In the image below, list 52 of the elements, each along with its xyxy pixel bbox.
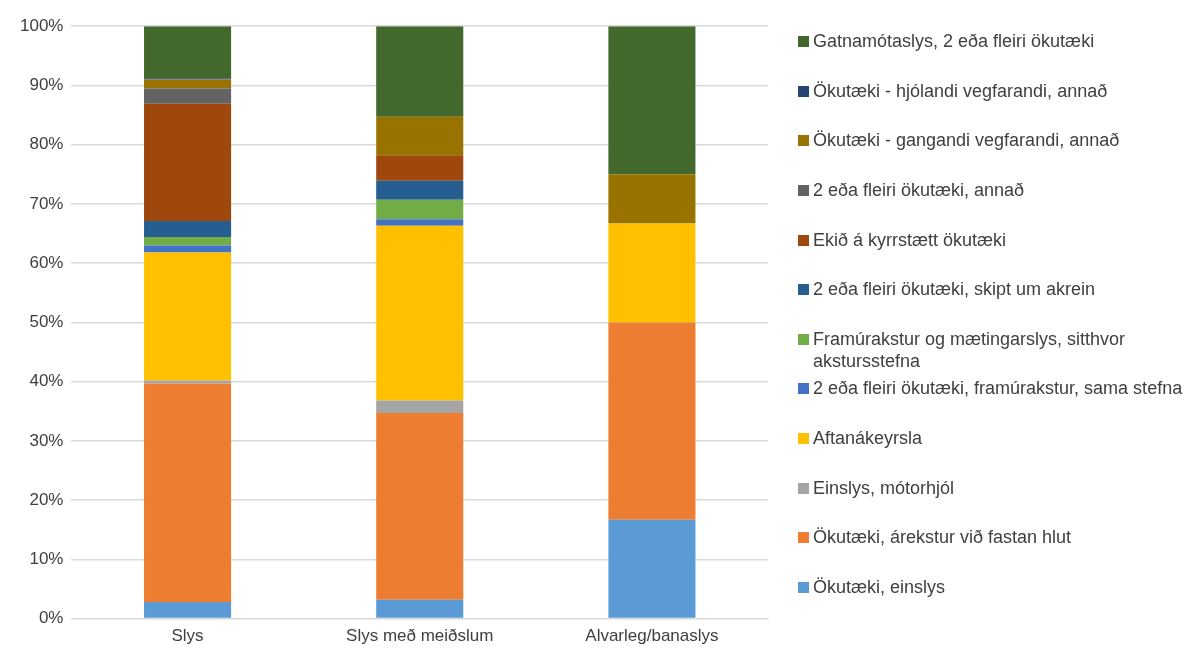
- legend-label: Framúrakstur og mætingarslys, sitthvor akstursstefna: [813, 327, 1127, 372]
- y-tick-label: 100%: [20, 15, 64, 35]
- y-tick-label: 60%: [29, 252, 64, 272]
- legend-label: 2 eða fleiri ökutæki, framúrakstur, sama stefna: [813, 377, 1183, 400]
- bar: [376, 225, 464, 401]
- bar: [144, 88, 232, 104]
- y-tick-label: 70%: [29, 193, 64, 213]
- y-tick-label: 90%: [29, 75, 64, 95]
- bar: [144, 383, 232, 603]
- bar: [608, 519, 696, 618]
- y-tick-label: 40%: [29, 371, 64, 391]
- legend-label: Aftanákeyrsla: [813, 427, 923, 449]
- x-tick-label: Slys: [171, 626, 204, 646]
- y-tick-label: 0%: [38, 608, 64, 628]
- bar: [376, 599, 464, 618]
- bar: [144, 79, 232, 89]
- legend-label: 2 eða fleiri ökutæki, annað: [813, 178, 1025, 201]
- bar: [608, 26, 696, 175]
- y-tick-label: 50%: [29, 312, 64, 332]
- bar: [376, 26, 464, 117]
- bar: [376, 155, 464, 181]
- bar: [608, 223, 696, 323]
- x-tick-label: Slys með meiðslum: [346, 626, 494, 646]
- legend-label: Ökutæki - hjólandi vegfarandi, annað: [813, 79, 1108, 102]
- legend-label: Ökutæki, árekstur við fastan hlut: [813, 526, 1072, 549]
- y-tick-label: 20%: [29, 489, 64, 509]
- bar: [144, 103, 232, 222]
- y-tick-label: 80%: [29, 134, 64, 154]
- y-tick-label: 10%: [29, 549, 64, 569]
- bar: [144, 221, 232, 238]
- bar: [608, 174, 696, 224]
- legend-label: Gatnamótaslys, 2 eða fleiri ökutæki: [813, 30, 1095, 52]
- legend-label: Ökutæki - gangandi vegfarandi, annað: [813, 129, 1120, 152]
- y-tick-label: 30%: [29, 430, 64, 450]
- bar: [144, 252, 232, 381]
- bar: [144, 26, 232, 79]
- bar: [376, 413, 464, 600]
- bar: [144, 237, 232, 246]
- bar: [376, 400, 464, 414]
- bar: [144, 602, 232, 618]
- bar: [144, 380, 232, 384]
- legend-label: Einslys, mótorhjól: [813, 476, 955, 499]
- bar: [144, 245, 232, 253]
- bar: [376, 180, 464, 200]
- legend-label: 2 eða fleiri ökutæki, skipt um akrein: [813, 278, 1096, 301]
- x-tick-label: Alvarleg/banaslys: [585, 626, 719, 646]
- legend-label: Ökutæki, einslys: [813, 575, 946, 598]
- bar: [376, 116, 464, 156]
- legend-label: Ekið á kyrrstætt ökutæki: [813, 228, 1007, 251]
- bar: [376, 199, 464, 220]
- bar: [376, 219, 464, 226]
- bar: [608, 322, 696, 520]
